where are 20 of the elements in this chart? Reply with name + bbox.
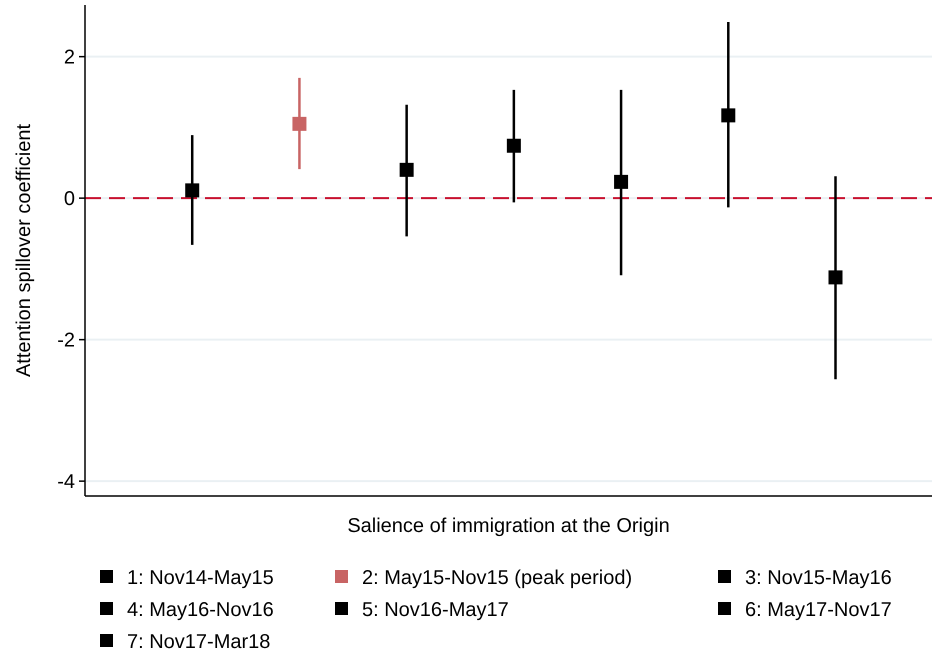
point xyxy=(614,174,628,189)
y-tick-label: 0 xyxy=(64,188,75,210)
legend-label: 7: Nov17-Mar18 xyxy=(127,631,270,653)
point xyxy=(185,183,200,198)
legend-label: 5: Nov16-May17 xyxy=(362,599,509,621)
point xyxy=(828,270,843,284)
y-tick-label: -4 xyxy=(57,471,75,494)
point xyxy=(292,116,306,131)
point xyxy=(400,162,414,177)
legend-label: 2: May15-Nov15 (peak period) xyxy=(362,567,632,589)
legend-label: 3: Nov15-May16 xyxy=(745,567,892,589)
legend-label: 1: Nov14-May15 xyxy=(127,567,274,589)
point xyxy=(721,108,736,122)
legend-label: 6: May17-Nov17 xyxy=(745,599,892,621)
legend-label: 4: May16-Nov16 xyxy=(127,599,274,621)
y-axis-title: Attention spillover coefficient xyxy=(13,124,35,378)
x-axis-title: Salience of immigration at the Origin xyxy=(347,515,670,537)
y-tick-label: 2 xyxy=(64,46,75,69)
point xyxy=(506,138,521,153)
y-tick-label: -2 xyxy=(57,330,75,352)
